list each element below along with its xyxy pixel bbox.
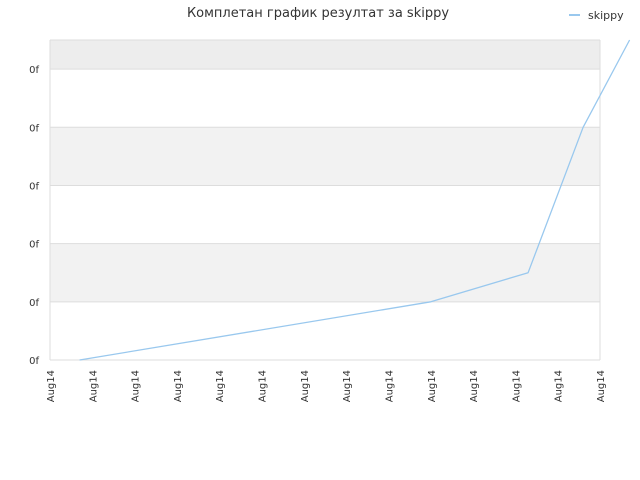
- x-tick-label: Aug14: [131, 370, 142, 402]
- x-tick-label: Aug14: [342, 370, 353, 402]
- y-axis-tick-labels: 0f 0f 0f 0f 0f 0f: [29, 65, 39, 367]
- y-tick-label: 0f: [29, 181, 39, 192]
- background-band: [50, 69, 600, 128]
- x-tick-label: Aug14: [46, 370, 57, 402]
- legend-label-skippy: skippy: [588, 9, 624, 22]
- x-tick-label: Aug14: [596, 370, 607, 402]
- x-axis-tick-labels: Aug14 Aug14 Aug14 Aug14 Aug14 Aug14 Aug14 Aug14…: [46, 370, 607, 402]
- chart-title: Комплетан график резултат за skippy: [187, 6, 449, 21]
- x-tick-label: Aug14: [88, 370, 99, 402]
- y-tick-label: 0f: [29, 356, 39, 367]
- x-tick-label: Aug14: [384, 370, 395, 402]
- series-line-skippy: [79, 39, 631, 361]
- x-tick-label: Aug14: [300, 370, 311, 402]
- x-tick-label: Aug14: [554, 370, 565, 402]
- x-tick-label: Aug14: [469, 370, 480, 402]
- x-tick-label: Aug14: [173, 370, 184, 402]
- x-tick-label: Aug14: [258, 370, 269, 402]
- background-bands: [50, 40, 600, 360]
- x-tick-label: Aug14: [511, 370, 522, 402]
- legend: skippy: [569, 9, 624, 22]
- background-band: [50, 40, 600, 70]
- series-layer: [79, 39, 631, 361]
- background-band: [50, 185, 600, 244]
- x-tick-label: Aug14: [427, 370, 438, 402]
- y-tick-label: 0f: [29, 240, 39, 251]
- y-tick-label: 0f: [29, 123, 39, 134]
- y-tick-label: 0f: [29, 298, 39, 309]
- x-tick-label: Aug14: [215, 370, 226, 402]
- grid-lines: [49, 39, 601, 361]
- background-band: [50, 243, 600, 302]
- y-tick-label: 0f: [29, 65, 39, 76]
- background-band: [50, 127, 600, 186]
